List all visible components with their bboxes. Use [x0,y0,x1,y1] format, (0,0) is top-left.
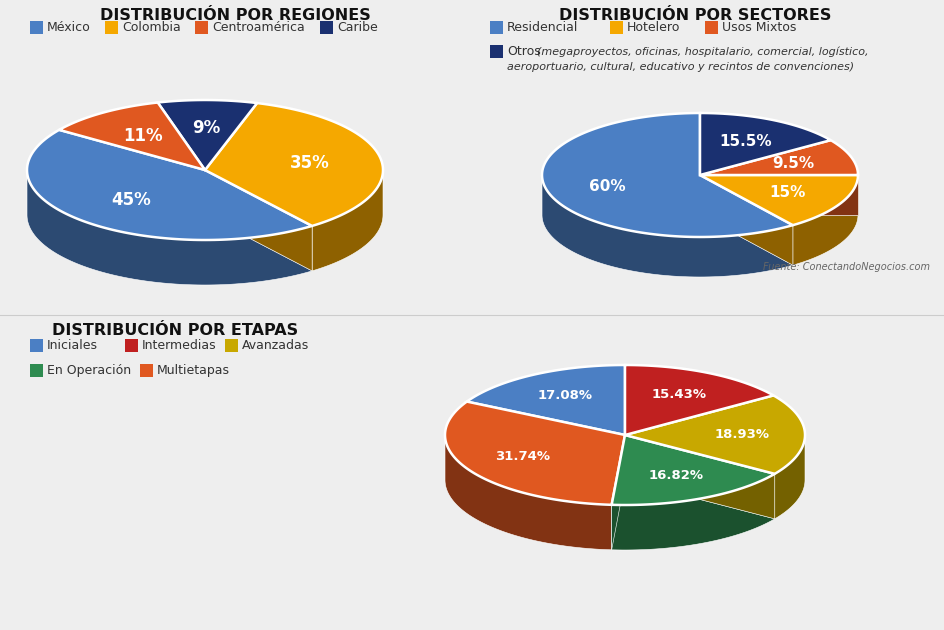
Polygon shape [205,170,312,271]
Bar [490,21,502,34]
Text: Hotelero: Hotelero [626,21,680,34]
Polygon shape [700,175,792,265]
Text: Usos Mixtos: Usos Mixtos [721,21,796,34]
Bar [30,364,43,377]
Bar [125,339,138,352]
Polygon shape [611,474,774,550]
Text: DISTRIBUCIÓN POR REGIONES: DISTRIBUCIÓN POR REGIONES [99,8,370,23]
Polygon shape [624,365,772,435]
Text: Colombia: Colombia [122,21,180,34]
Polygon shape [774,435,804,519]
Bar [320,21,332,34]
Polygon shape [700,175,792,265]
Text: 9.5%: 9.5% [772,156,814,171]
Text: DISTRIBUCIÓN POR SECTORES: DISTRIBUCIÓN POR SECTORES [558,8,831,23]
Polygon shape [445,435,611,550]
Polygon shape [542,176,792,277]
Text: 17.08%: 17.08% [537,389,592,403]
Text: 15.5%: 15.5% [718,134,771,149]
Polygon shape [205,103,382,226]
Bar [105,21,118,34]
Text: aeroportuario, cultural, educativo y recintos de convenciones): aeroportuario, cultural, educativo y rec… [507,62,853,72]
Polygon shape [205,170,312,271]
Bar [194,21,208,34]
Polygon shape [700,175,857,225]
Polygon shape [700,175,857,215]
Polygon shape [27,171,312,285]
Bar [704,21,717,34]
Polygon shape [700,140,857,175]
Polygon shape [158,100,257,170]
Text: 15.43%: 15.43% [651,388,706,401]
Polygon shape [700,113,830,175]
Polygon shape [611,435,624,550]
Polygon shape [466,365,624,435]
Text: México: México [47,21,91,34]
Text: 45%: 45% [110,192,150,209]
Polygon shape [312,170,382,271]
Polygon shape [59,103,205,170]
Text: 11%: 11% [124,127,163,145]
Bar [490,45,502,58]
Text: En Operación: En Operación [47,364,131,377]
Text: 9%: 9% [193,119,220,137]
Bar [225,339,238,352]
Text: 15%: 15% [768,185,804,200]
Text: 18.93%: 18.93% [714,428,768,441]
Bar [30,339,43,352]
Text: Avanzadas: Avanzadas [242,339,309,352]
Text: 31.74%: 31.74% [495,450,549,463]
Polygon shape [624,396,804,474]
Bar [30,21,43,34]
Text: 16.82%: 16.82% [649,469,703,483]
Text: Iniciales: Iniciales [47,339,98,352]
Text: Otros: Otros [507,45,540,58]
Text: DISTRIBUCIÓN POR ETAPAS: DISTRIBUCIÓN POR ETAPAS [52,323,297,338]
Polygon shape [445,401,624,505]
Text: Multietapas: Multietapas [157,364,229,377]
Polygon shape [700,175,857,215]
Polygon shape [27,130,312,240]
Text: Residencial: Residencial [507,21,578,34]
Text: Intermedias: Intermedias [142,339,216,352]
Polygon shape [792,175,857,265]
Text: (megaproyectos, oficinas, hospitalario, comercial, logístico,: (megaproyectos, oficinas, hospitalario, … [536,46,868,57]
Polygon shape [542,113,792,237]
Polygon shape [624,435,774,519]
Bar [610,21,622,34]
Bar [140,364,153,377]
Text: Fuente: ConectandoNegocios.com: Fuente: ConectandoNegocios.com [762,262,929,272]
Polygon shape [611,435,624,550]
Polygon shape [611,435,774,505]
Text: Caribe: Caribe [337,21,378,34]
Text: 35%: 35% [290,154,329,172]
Text: Centroamérica: Centroamérica [211,21,304,34]
Polygon shape [624,435,774,519]
Text: 60%: 60% [588,180,625,195]
